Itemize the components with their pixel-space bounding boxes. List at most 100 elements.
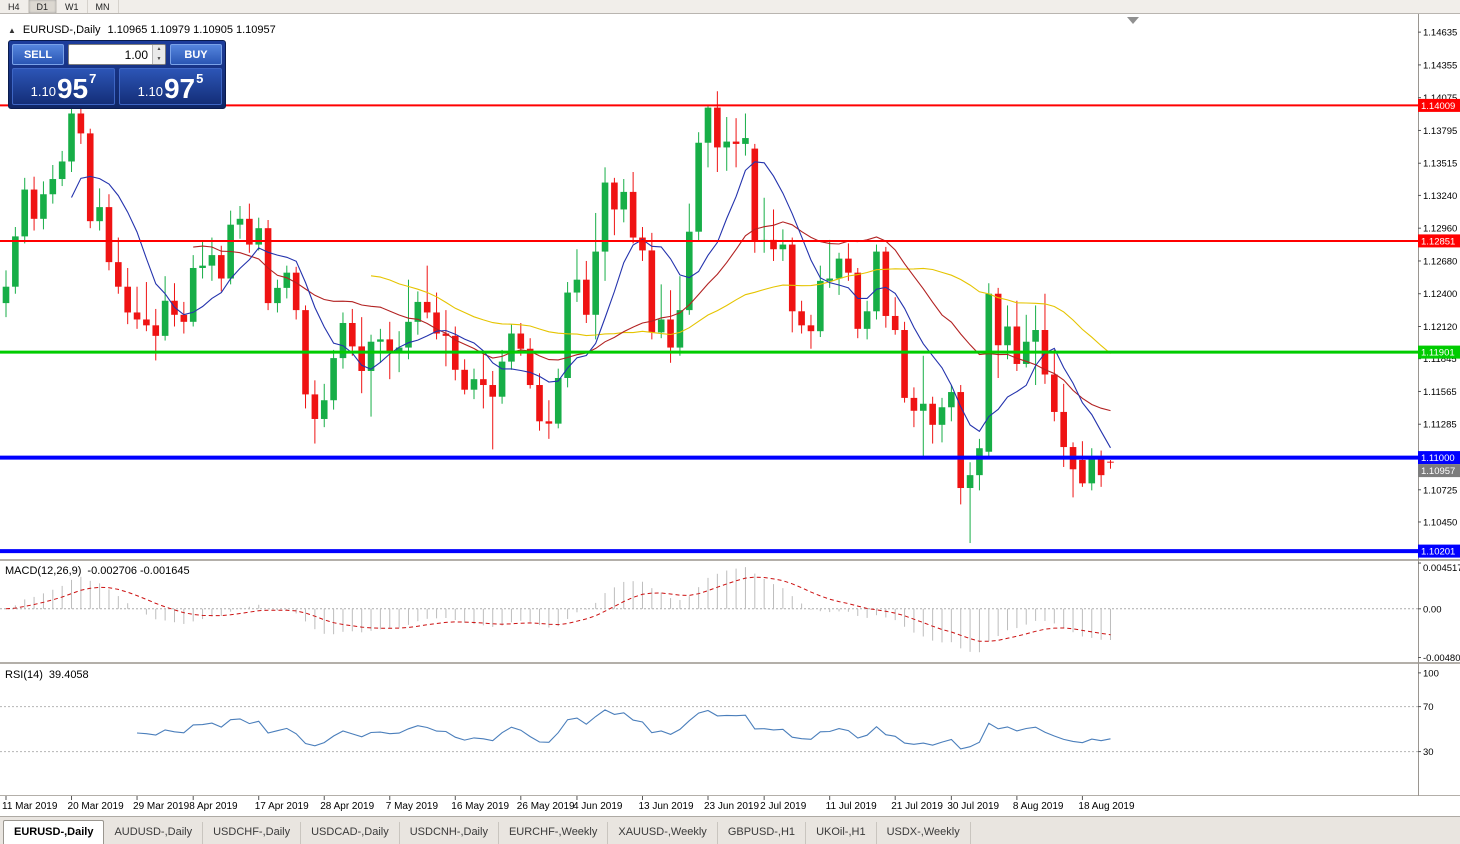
price-tag-1.14009: 1.14009	[1418, 98, 1460, 112]
sell-price-button[interactable]: 1.10 95 7	[12, 68, 115, 105]
timeframe-toolbar: H4 D1 W1 MN	[0, 0, 1460, 14]
chart-tab-xauusd-weekly[interactable]: XAUUSD-,Weekly	[608, 822, 718, 844]
volume-down-icon[interactable]: ▼	[153, 54, 165, 64]
candle-body	[1013, 326, 1021, 364]
candle-body	[49, 179, 57, 195]
rsi-value: 39.4058	[48, 669, 89, 681]
price-axis-label: 1.14075	[1423, 93, 1457, 104]
chart-shift-marker-icon[interactable]	[1127, 17, 1139, 24]
candle-body	[873, 251, 880, 312]
price-axis[interactable]	[1418, 14, 1460, 796]
candle-body	[1032, 330, 1039, 342]
candle-body	[292, 272, 300, 311]
candle-body	[695, 142, 702, 232]
price-axis-label: 1.14635	[1423, 28, 1457, 39]
timeframe-button-w1[interactable]: W1	[57, 0, 88, 13]
one-click-trading-panel: SELL ▲ ▼ BUY 1.10 95 7 1.10 97 5	[8, 40, 226, 109]
candle-body	[657, 319, 665, 333]
candle-body	[1004, 326, 1011, 346]
price-axis-label: 1.10725	[1423, 485, 1457, 496]
buy-button[interactable]: BUY	[170, 44, 222, 65]
price-axis-label: 1.11845	[1423, 354, 1457, 365]
candle-body	[461, 369, 468, 390]
candle-body	[58, 161, 66, 180]
macd-histogram	[14, 567, 1111, 653]
macd-axis-labels: 0.004517 0.00 -0.004806	[1418, 562, 1460, 664]
candle-body	[405, 321, 412, 348]
price-axis-label: 1.14355	[1423, 60, 1457, 71]
candle-body	[283, 272, 291, 288]
date-axis-label: 2 Jul 2019	[760, 801, 807, 812]
chart-tab-eurchf-weekly[interactable]: EURCHF-,Weekly	[499, 822, 609, 844]
candle-body	[105, 207, 113, 263]
timeframe-button-h4[interactable]: H4	[0, 0, 29, 13]
rsi-indicator-label: RSI(14) 39.4058	[5, 669, 89, 681]
pane-splitter[interactable]	[0, 662, 1460, 664]
timeframe-button-mn[interactable]: MN	[88, 0, 119, 13]
candle-body	[685, 231, 693, 311]
buy-price-prefix: 1.10	[137, 84, 163, 99]
chart-tab-gbpusd-h1[interactable]: GBPUSD-,H1	[718, 822, 807, 844]
volume-stepper: ▲ ▼	[152, 45, 165, 64]
price-axis-label: 1.13515	[1423, 159, 1457, 170]
candles-series	[2, 91, 1114, 544]
chart-tab-usdchf-daily[interactable]: USDCHF-,Daily	[203, 822, 302, 844]
candle-body	[480, 379, 487, 386]
candle-body	[330, 358, 337, 401]
date-axis-label: 23 Jun 2019	[704, 801, 759, 812]
chart-tab-usdcad-daily[interactable]: USDCAD-,Daily	[301, 822, 400, 844]
price-axis-label: 1.13240	[1423, 191, 1457, 202]
price-axis-label: 1.11285	[1423, 420, 1457, 431]
chart-tab-usdcnh-daily[interactable]: USDCNH-,Daily	[400, 822, 499, 844]
candle-body	[826, 278, 833, 281]
candle-body	[798, 311, 805, 326]
candle-body	[779, 244, 787, 250]
candle-body	[770, 239, 777, 250]
price-axis-label: 1.10450	[1423, 517, 1457, 528]
chart-tab-eurusd-daily[interactable]: EURUSD-,Daily	[3, 820, 105, 844]
sell-price-big-digits: 95	[56, 73, 89, 104]
volume-up-icon[interactable]: ▲	[153, 45, 165, 55]
buy-price-button[interactable]: 1.10 97 5	[119, 68, 222, 105]
date-axis-labels: 11 Mar 2019 20 Mar 2019 29 Mar 20198 Apr 2…	[2, 796, 1135, 812]
svg-text:1.14009: 1.14009	[1421, 101, 1455, 112]
candle-body	[246, 218, 253, 245]
date-axis-label: 17 Apr 2019	[255, 801, 309, 812]
candle-body	[339, 322, 347, 359]
chart-tabs-bar: EURUSD-,Daily AUDUSD-,Daily USDCHF-,Daily U…	[0, 816, 1460, 844]
chart-tab-ukoil-h1[interactable]: UKOil-,H1	[806, 822, 877, 844]
pane-splitter[interactable]	[0, 559, 1460, 561]
candle-body	[536, 385, 543, 422]
candle-body	[592, 251, 599, 315]
time-axis[interactable]	[0, 796, 1418, 816]
candle-body	[320, 400, 328, 419]
candle-body	[751, 148, 759, 242]
candle-body	[1088, 458, 1096, 484]
candle-body	[208, 255, 216, 266]
candle-body	[423, 301, 431, 313]
sell-button[interactable]: SELL	[12, 44, 64, 65]
candle-body	[498, 361, 506, 397]
candle-body	[367, 341, 375, 371]
chart-tab-usdx-weekly[interactable]: USDX-,Weekly	[877, 822, 971, 844]
date-axis-label: 16 May 2019	[451, 801, 509, 812]
candle-body	[86, 133, 94, 222]
candle-body	[349, 322, 356, 347]
svg-text:1.10201: 1.10201	[1421, 547, 1455, 558]
volume-input[interactable]	[69, 45, 152, 64]
one-click-panel-toggle-icon[interactable]: ▲	[8, 25, 16, 35]
candle-body	[40, 194, 47, 219]
candle-body	[152, 325, 160, 336]
candle-body	[236, 218, 244, 225]
price-tag-1.11901: 1.11901	[1418, 345, 1460, 359]
date-axis-label: 18 Aug 2019	[1078, 801, 1135, 812]
candle-body	[30, 189, 38, 219]
candle-body	[957, 392, 965, 489]
chart-tab-audusd-daily[interactable]: AUDUSD-,Daily	[104, 822, 204, 844]
price-chart[interactable]: 1.14635 1.14355 1.14075 1.13795 1.13515 1.132…	[0, 0, 1460, 816]
chart-ohlc-title: ▲ EURUSD-,Daily 1.10965 1.10979 1.10905 …	[8, 24, 276, 36]
candle-body	[817, 280, 824, 332]
timeframe-button-d1[interactable]: D1	[28, 0, 58, 13]
candle-body	[723, 141, 731, 148]
rsi-axis-label: 70	[1423, 702, 1434, 713]
